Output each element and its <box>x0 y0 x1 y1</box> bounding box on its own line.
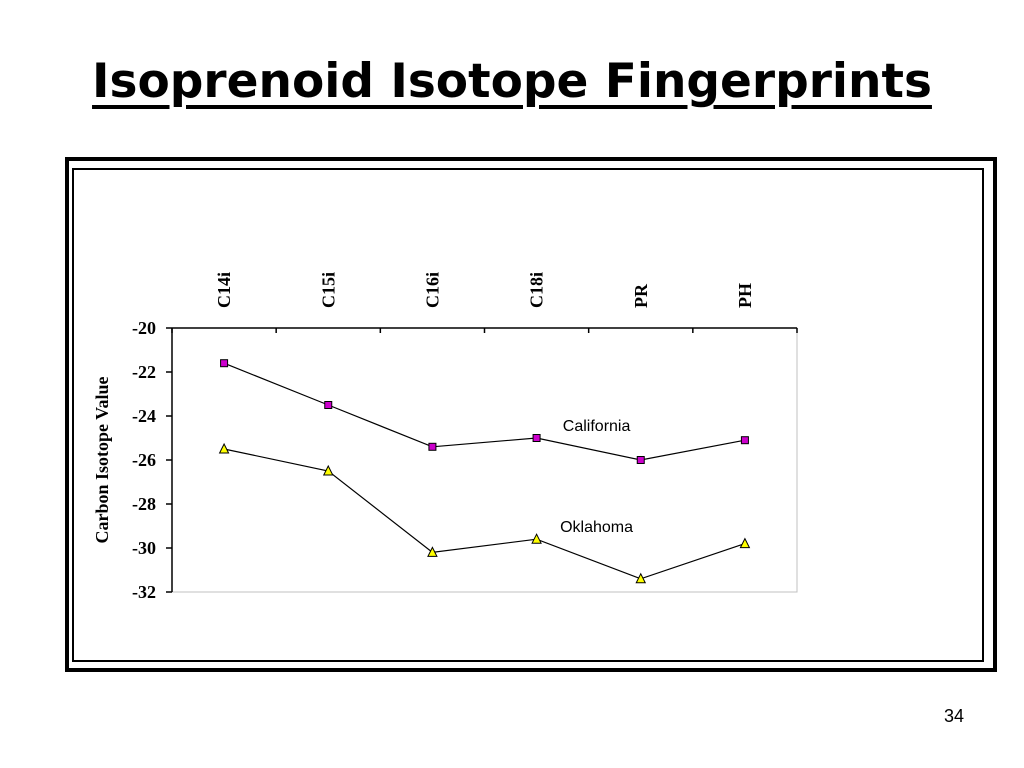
x-category-label: C15i <box>318 272 338 308</box>
slide-title: Isoprenoid Isotope Fingerprints <box>0 54 1024 109</box>
y-tick-label: -20 <box>132 318 156 338</box>
data-point-triangle <box>427 546 438 557</box>
y-tick-label: -28 <box>132 494 156 514</box>
data-point-triangle <box>322 464 334 476</box>
x-category-label: PR <box>631 283 651 308</box>
annotation-oklahoma: Oklahoma <box>560 519 633 536</box>
series-line-oklahoma <box>223 448 746 580</box>
data-point-triangle <box>531 533 542 544</box>
y-tick-label: -24 <box>132 406 156 426</box>
data-point-square <box>428 442 437 451</box>
slide-title-text: Isoprenoid Isotope Fingerprints <box>92 54 932 109</box>
data-point-triangle <box>739 537 751 549</box>
y-axis-title: Carbon Isotope Value <box>92 376 112 543</box>
y-tick-label: -22 <box>132 362 156 382</box>
y-tick-label: -30 <box>132 538 156 558</box>
y-tick-label: -32 <box>132 582 156 602</box>
annotation-california: California <box>563 418 631 435</box>
data-point-square <box>740 436 749 445</box>
data-point-square <box>532 434 541 442</box>
data-point-square <box>636 456 645 464</box>
plot-area <box>171 327 798 593</box>
data-point-square <box>324 401 333 409</box>
x-category-label: C18i <box>527 272 547 308</box>
y-tick-label: -26 <box>132 450 156 470</box>
data-point-triangle <box>635 572 647 584</box>
series-line-california <box>223 362 746 461</box>
x-category-label: C14i <box>214 272 234 308</box>
page-number: 34 <box>943 706 964 726</box>
data-point-triangle <box>218 442 230 454</box>
data-point-square <box>220 359 229 368</box>
x-category-label: PH <box>735 283 755 308</box>
x-category-label: C16i <box>422 272 442 308</box>
